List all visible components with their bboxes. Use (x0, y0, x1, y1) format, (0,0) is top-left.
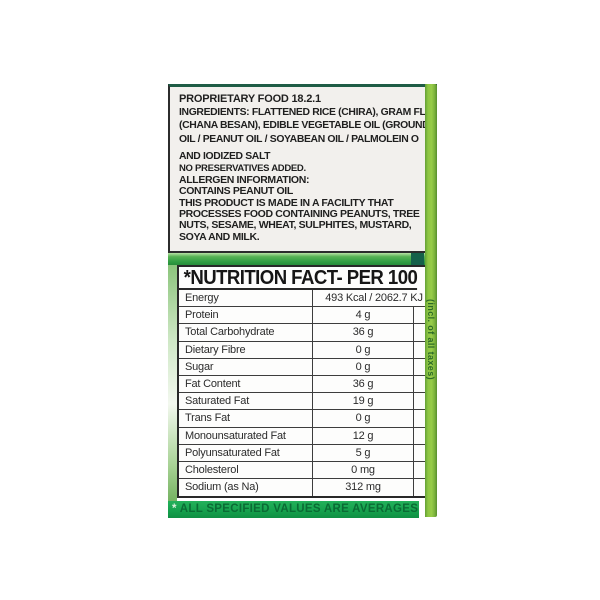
ingredients-line-3: OIL / PEANUT OIL / SOYABEAN OIL / PALMOL… (179, 133, 419, 145)
nutrient-value: 0 g (313, 341, 414, 358)
table-row: Monounsaturated Fat 12 g (179, 427, 435, 445)
table-row: Sodium (as Na) 312 mg (179, 479, 435, 497)
nutrient-value: 19 g (313, 393, 414, 410)
nutrient-label: Total Carbohydrate (179, 324, 313, 341)
averages-footnote-bar: * ALL SPECIFIED VALUES ARE AVERAGES (168, 501, 419, 518)
nutrient-value: 493 Kcal / 2062.7 KJ (325, 292, 423, 304)
nutrient-label: Protein (179, 307, 313, 324)
allergen-line: THIS PRODUCT IS MADE IN A FACILITY THAT (179, 196, 394, 209)
nutrient-value: 0 g (313, 358, 414, 375)
nutrition-section: *NUTRITION FACT- PER 100 Energy 493 Kcal… (168, 265, 437, 518)
nutrition-table: *NUTRITION FACT- PER 100 Energy 493 Kcal… (177, 265, 437, 499)
nutrient-label: Fat Content (179, 375, 313, 393)
nutrient-value: 0 mg (313, 461, 414, 479)
table-row: Trans Fat 0 g (179, 410, 435, 428)
table-row: Dietary Fibre 0 g (179, 341, 435, 359)
table-row: Total Carbohydrate 36 g (179, 324, 435, 342)
nutrient-label: Trans Fat (179, 410, 313, 427)
table-row: Cholesterol 0 mg (179, 461, 435, 480)
nutrient-label: Sodium (as Na) (179, 479, 313, 497)
nutrient-value: 36 g (313, 375, 414, 393)
ingredients-line-2: (CHANA BESAN), EDIBLE VEGETABLE OIL (GRO… (179, 120, 437, 132)
left-green-edge (168, 265, 177, 517)
nutrient-value: 36 g (313, 324, 414, 341)
green-divider-band (168, 253, 437, 265)
nutrient-label: Dietary Fibre (179, 341, 313, 358)
nutrient-value: 5 g (313, 444, 414, 461)
band-dark-notch (411, 253, 424, 265)
no-preservatives-note: NO PRESERVATIVES ADDED. (179, 162, 306, 174)
nutrient-label: Energy (179, 290, 313, 307)
nutrient-value: 12 g (313, 427, 414, 444)
back-label: PROPRIETARY FOOD 18.2.1 INGREDIENTS: FLA… (168, 84, 437, 518)
nutrient-value: 312 mg (313, 479, 414, 497)
proprietary-food-title: PROPRIETARY FOOD 18.2.1 (179, 93, 321, 105)
table-row: Fat Content 36 g (179, 375, 435, 394)
footnote-text: ALL SPECIFIED VALUES ARE AVERAGES (179, 503, 419, 515)
nutrient-label: Monounsaturated Fat (179, 427, 313, 444)
table-row: Polyunsaturated Fat 5 g (179, 444, 435, 462)
table-row: Sugar 0 g (179, 358, 435, 376)
nutrient-value: 0 g (313, 410, 414, 427)
allergen-line: CONTAINS PEANUT OIL (179, 185, 293, 198)
nutrient-label: Cholesterol (179, 461, 313, 479)
allergen-info-heading: ALLERGEN INFORMATION: (179, 174, 310, 187)
allergen-line: NUTS, SESAME, WHEAT, SULPHITES, MUSTARD, (179, 219, 412, 232)
table-row: Energy 493 Kcal / 2062.7 KJ (179, 290, 435, 308)
footnote-asterisk: * (172, 503, 177, 515)
table-row: Saturated Fat 19 g (179, 393, 435, 411)
ingredients-line-1: INGREDIENTS: FLATTENED RICE (CHIRA), GRA… (179, 107, 434, 118)
ingredients-line-4: AND IODIZED SALT (179, 151, 271, 163)
allergen-line: SOYA AND MILK. (179, 230, 260, 243)
table-row: Protein 4 g (179, 307, 435, 325)
nutrient-label: Saturated Fat (179, 393, 313, 410)
package-edge-strip: (incl. of all taxes) (425, 84, 437, 517)
nutrient-value: 4 g (313, 307, 414, 324)
nutrient-label: Polyunsaturated Fat (179, 444, 313, 461)
incl-taxes-vertical-text: (incl. of all taxes) (426, 299, 436, 381)
nutrient-label: Sugar (179, 358, 313, 375)
nutrition-table-header: *NUTRITION FACT- PER 100 (179, 267, 418, 290)
ingredients-label: INGREDIENTS: (179, 107, 250, 118)
ingredients-box: PROPRIETARY FOOD 18.2.1 INGREDIENTS: FLA… (168, 84, 437, 253)
allergen-line: PROCESSES FOOD CONTAINING PEANUTS, TREE (179, 208, 420, 221)
